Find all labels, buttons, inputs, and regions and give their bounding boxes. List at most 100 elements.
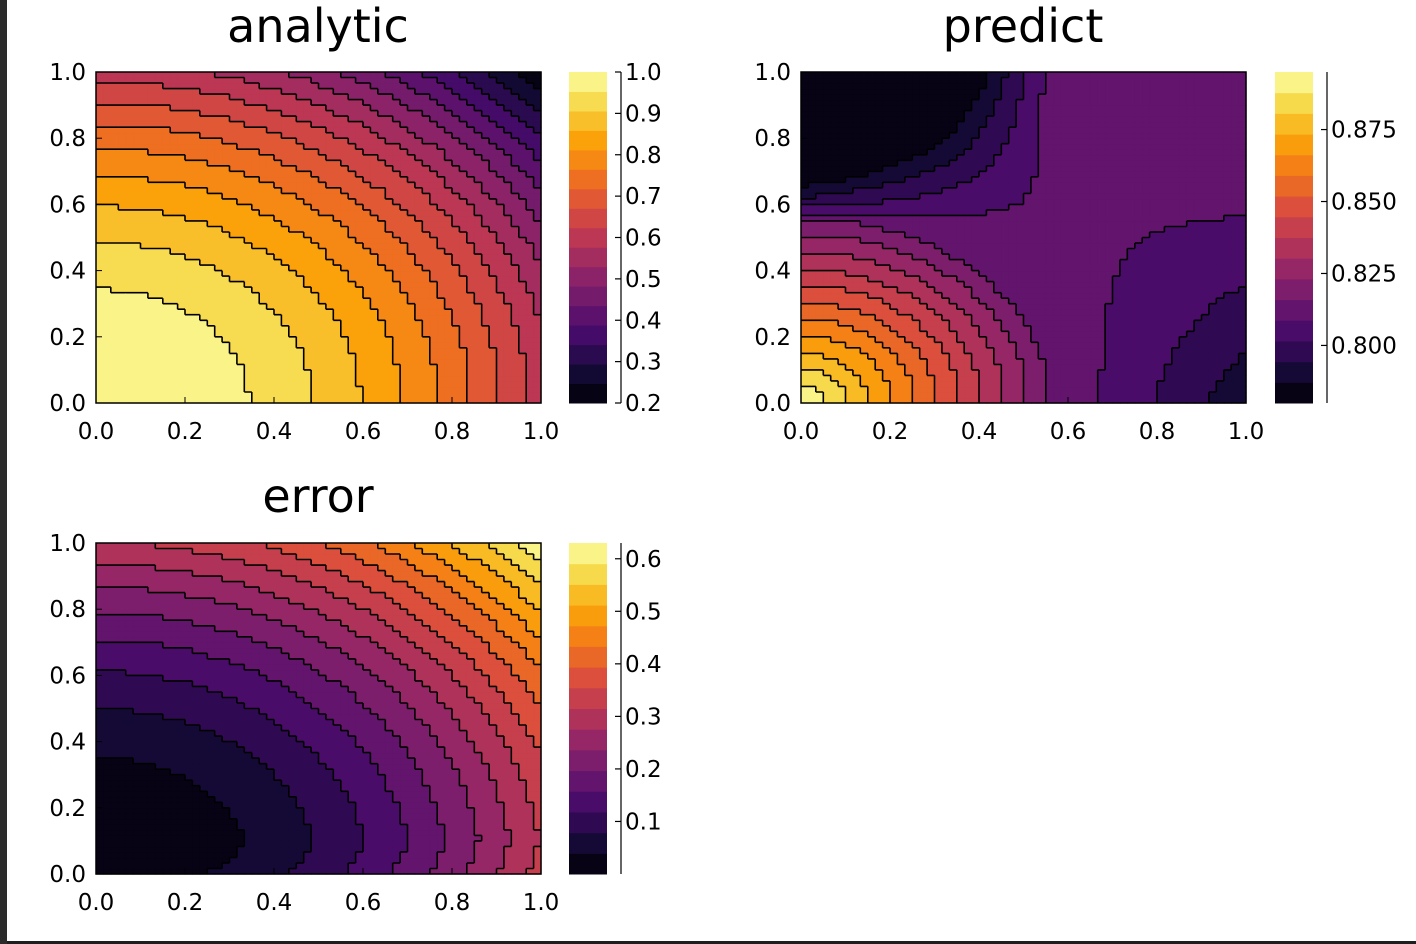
contour-cell — [912, 198, 921, 205]
contour-cell — [927, 110, 936, 117]
contour-cell — [259, 254, 268, 261]
contour-cell — [162, 204, 171, 211]
contour-cell — [177, 347, 186, 354]
contour-cell — [214, 231, 223, 239]
contour-cell — [348, 347, 357, 354]
contour-cell — [348, 132, 357, 139]
contour-cell — [867, 165, 876, 172]
contour-cell — [474, 248, 483, 255]
contour-cell — [103, 287, 112, 294]
contour-cell — [348, 248, 357, 255]
contour-cell — [370, 83, 379, 90]
contour-cell — [533, 116, 542, 123]
colorbar-tick-label: 0.6 — [625, 226, 662, 252]
contour-cell — [288, 165, 297, 172]
contour-cell — [474, 265, 483, 272]
contour-cell — [407, 105, 416, 112]
contour-cell — [890, 154, 899, 161]
contour-cell — [496, 303, 505, 310]
contour-cell — [459, 160, 468, 167]
contour-cell — [949, 176, 958, 183]
contour-cell — [474, 375, 483, 382]
contour-cell — [838, 237, 847, 244]
contour-cell — [311, 116, 320, 123]
contour-cell — [288, 369, 297, 377]
contour-cell — [318, 171, 327, 178]
contour-cell — [904, 226, 913, 233]
contour-cell — [466, 325, 475, 332]
contour-cell — [875, 132, 884, 139]
contour-cell — [511, 226, 520, 233]
contour-cell — [904, 331, 913, 338]
contour-cell — [466, 138, 475, 145]
contour-cell — [348, 331, 357, 338]
contour-cell — [214, 265, 223, 272]
contour-cell — [422, 182, 431, 189]
contour-cell — [823, 105, 832, 112]
contour-cell — [199, 127, 208, 134]
contour-cell — [808, 99, 817, 106]
contour-cell — [838, 303, 847, 310]
contour-cell — [363, 336, 372, 343]
contour-cell — [385, 143, 394, 150]
contour-cell — [927, 325, 936, 332]
contour-cell — [400, 287, 409, 294]
contour-cell — [429, 336, 438, 343]
contour-cell — [481, 270, 490, 277]
contour-cell — [133, 209, 142, 217]
contour-cell — [259, 375, 268, 382]
contour-cell — [192, 237, 201, 244]
contour-cell — [533, 325, 542, 332]
contour-cell — [882, 231, 891, 239]
contour-cell — [815, 386, 824, 393]
contour-cell — [481, 160, 490, 167]
contour-cell — [904, 220, 913, 228]
contour-cell — [407, 77, 416, 84]
contour-cell — [318, 165, 327, 172]
contour-cell — [266, 287, 275, 294]
contour-cell — [503, 281, 512, 288]
contour-cell — [325, 231, 334, 239]
contour-cell — [830, 391, 839, 399]
contour-cell — [385, 226, 394, 233]
contour-cell — [118, 121, 127, 128]
contour-cell — [296, 298, 305, 305]
contour-cell — [192, 254, 201, 261]
contour-cell — [303, 193, 312, 200]
contour-cell — [429, 182, 438, 189]
contour-cell — [103, 314, 112, 321]
contour-cell — [355, 298, 364, 305]
contour-cell — [251, 88, 260, 95]
contour-cell — [912, 121, 921, 128]
contour-cell — [912, 281, 921, 288]
contour-cell — [956, 121, 965, 128]
contour-cell — [444, 149, 453, 156]
contour-cell — [904, 187, 913, 194]
contour-cell — [392, 204, 401, 211]
contour-cell — [340, 248, 349, 255]
contour-cell — [103, 132, 112, 139]
contour-cell — [155, 364, 164, 371]
contour-cell — [852, 331, 861, 338]
contour-cell — [489, 154, 498, 161]
contour-cell — [199, 259, 208, 266]
contour-cell — [912, 254, 921, 261]
contour-cell — [845, 77, 854, 84]
contour-cell — [392, 325, 401, 332]
contour-cell — [875, 369, 884, 377]
contour-cell — [801, 88, 810, 95]
contour-cell — [296, 364, 305, 371]
contour-cell — [392, 303, 401, 310]
contour-cell — [429, 259, 438, 266]
contour-cell — [229, 380, 238, 388]
contour-cell — [259, 226, 268, 233]
contour-cell — [103, 121, 112, 128]
contour-cell — [808, 347, 817, 354]
contour-cell — [466, 204, 475, 211]
contour-cell — [481, 116, 490, 123]
contour-cell — [452, 204, 461, 211]
contour-cell — [927, 220, 936, 228]
contour-cell — [340, 165, 349, 172]
colorbar-tick-label: 0.3 — [625, 350, 662, 376]
contour-cell — [503, 116, 512, 123]
